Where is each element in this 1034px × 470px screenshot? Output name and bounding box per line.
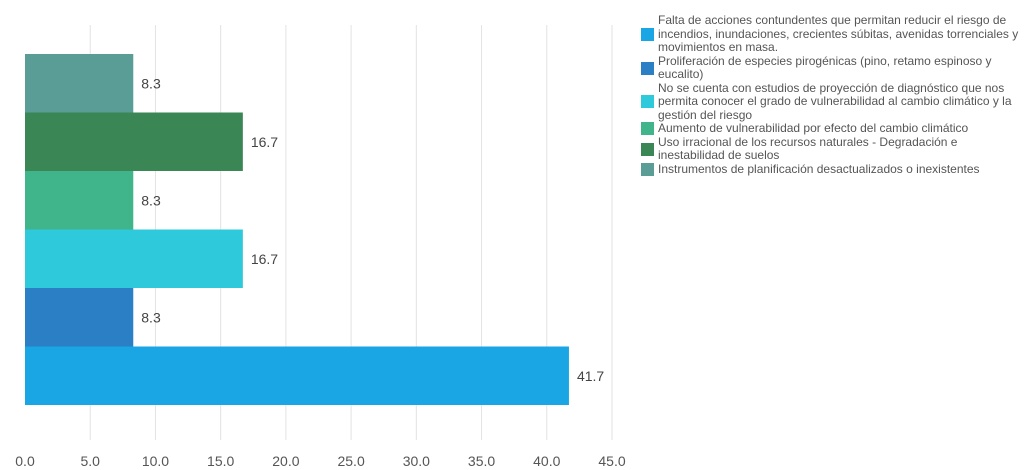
- bar-value-label: 41.7: [577, 368, 604, 384]
- bars: 41.7 8.3 16.7 8.3 16.7 8.3: [25, 54, 604, 405]
- x-tick-label: 15.0: [207, 453, 234, 469]
- x-tick-label: 30.0: [403, 453, 430, 469]
- legend-swatch: [641, 95, 654, 109]
- bar-chart: 41.7 8.3 16.7 8.3 16.7 8.3 0.0 5.0 10.0 15.0 20.0…: [15, 25, 626, 469]
- bar: [25, 288, 134, 347]
- legend-label: Instrumentos de planificación desactuali…: [658, 161, 980, 176]
- legend-swatch: [641, 122, 654, 136]
- legend-swatch: [641, 27, 654, 41]
- x-tick-label: 5.0: [80, 453, 100, 469]
- legend-swatch: [641, 142, 654, 156]
- x-tick-label: 0.0: [15, 453, 35, 469]
- x-tick-label: 40.0: [533, 453, 560, 469]
- x-tick-label: 10.0: [142, 453, 169, 469]
- x-tick-label: 35.0: [468, 453, 495, 469]
- legend-item: Proliferación de especies pirogénicas (p…: [641, 53, 1026, 82]
- bar: [25, 54, 134, 113]
- legend-item: No se cuenta con estudios de proyección …: [641, 80, 1026, 123]
- x-tick-label: 25.0: [337, 453, 364, 469]
- bar: [25, 171, 134, 230]
- legend-item: Uso irracional de los recursos naturales…: [641, 134, 1026, 163]
- legend-label: Falta de acciones contundentes que permi…: [658, 13, 1019, 54]
- bar: [25, 112, 243, 171]
- bar: [25, 229, 243, 288]
- bar-value-label: 16.7: [251, 134, 278, 150]
- legend-item: Falta de acciones contundentes que permi…: [641, 13, 1026, 55]
- legend: Falta de acciones contundentes que permi…: [641, 13, 1026, 177]
- legend-label: No se cuenta con estudios de proyección …: [658, 80, 1012, 122]
- legend-item: Aumento de vulnerabilidad por efecto del…: [641, 121, 1026, 136]
- legend-label: Proliferación de especies pirogénicas (p…: [658, 53, 992, 81]
- x-axis-ticks: 0.0 5.0 10.0 15.0 20.0 25.0 30.0 35.0 40.0 45.0: [15, 453, 626, 469]
- bar-value-label: 8.3: [141, 309, 161, 325]
- grid-lines: [89, 25, 613, 440]
- x-tick-label: 45.0: [598, 453, 625, 469]
- legend-label: Uso irracional de los recursos naturales…: [658, 134, 958, 162]
- bar-value-label: 8.3: [141, 75, 161, 91]
- legend-item: Instrumentos de planificación desactuali…: [641, 161, 1026, 177]
- legend-swatch: [641, 61, 654, 75]
- bar: [25, 346, 569, 405]
- legend-swatch: [641, 162, 654, 176]
- bar-value-label: 16.7: [251, 251, 278, 267]
- x-tick-label: 20.0: [272, 453, 299, 469]
- legend-label: Aumento de vulnerabilidad por efecto del…: [658, 121, 969, 135]
- bar-value-label: 8.3: [141, 192, 161, 208]
